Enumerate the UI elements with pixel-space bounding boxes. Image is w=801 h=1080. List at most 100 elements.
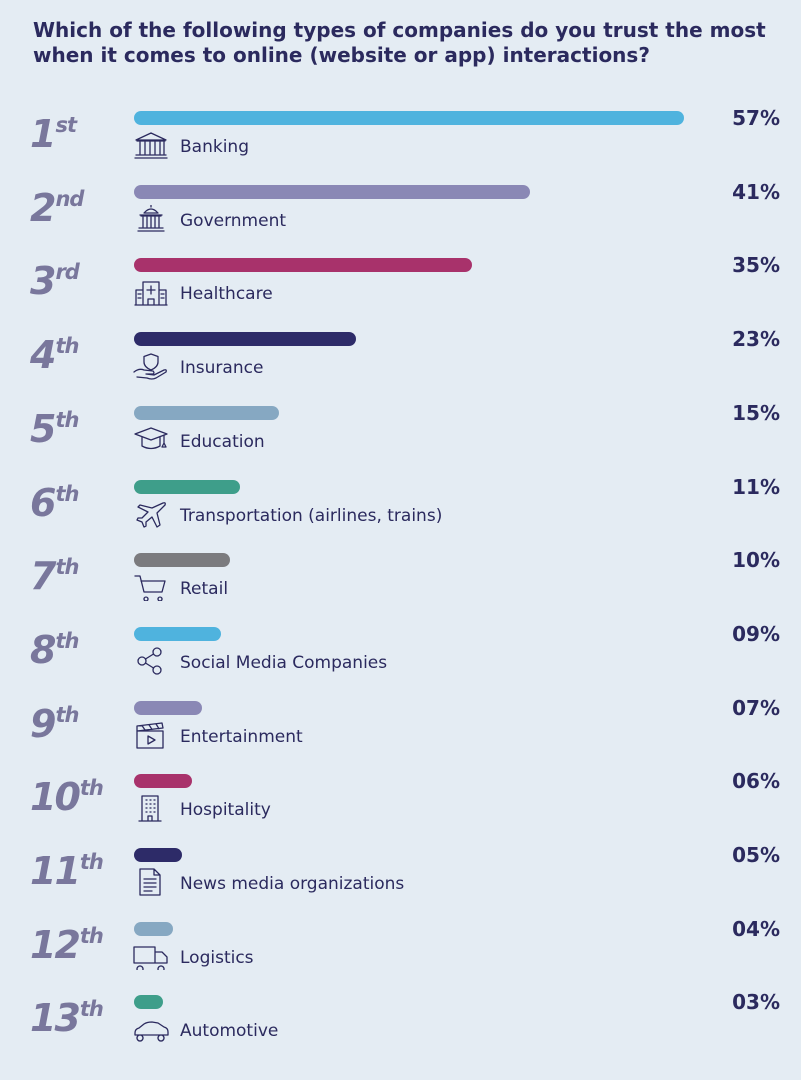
category-label: Insurance <box>180 358 264 379</box>
bar <box>134 626 221 641</box>
chart-row: 8th 09% Social Media Companies <box>0 622 801 701</box>
rank-label: 1st <box>30 103 130 156</box>
rank-suffix: th <box>79 923 104 948</box>
airplane-icon <box>133 500 169 528</box>
category-label: Education <box>180 431 265 452</box>
category-label: Transportation (airlines, trains) <box>180 505 443 526</box>
rank-suffix: th <box>55 481 79 506</box>
rank-suffix: th <box>55 407 79 432</box>
rank-suffix: th <box>55 628 79 653</box>
chart-row: 9th 07% Entertainment <box>0 696 801 775</box>
category-label: Government <box>180 210 287 231</box>
rank-label: 10th <box>30 766 130 819</box>
category-label: Entertainment <box>180 726 303 747</box>
value-label: 41% <box>732 179 780 204</box>
government-building-icon <box>133 204 169 233</box>
category-label: Automotive <box>180 1021 279 1042</box>
value-label: 57% <box>732 106 780 130</box>
rank-suffix: rd <box>55 260 79 285</box>
value-label: 11% <box>732 474 780 499</box>
value-label: 05% <box>732 843 780 867</box>
rank-suffix: th <box>79 850 104 874</box>
chart-row: 4th 23% Insurance <box>0 327 801 406</box>
chart-row: 6th 11% Transportation (airlines, trains) <box>0 475 801 554</box>
bar <box>134 774 192 789</box>
rank-number: 10 <box>30 775 81 820</box>
rank-label: 8th <box>30 619 130 672</box>
bar <box>134 479 241 494</box>
shopping-cart-icon <box>133 573 169 602</box>
category-label: Hospitality <box>180 800 271 821</box>
chart-row: 5th 15% Education <box>0 401 801 480</box>
category-label: Logistics <box>180 947 254 968</box>
bar <box>134 700 202 715</box>
rank-number: 6 <box>30 480 56 525</box>
value-label: 07% <box>732 695 780 720</box>
clapperboard-icon <box>133 721 169 749</box>
graduation-cap-icon <box>133 426 169 454</box>
chart-title: Which of the following types of companie… <box>33 18 766 67</box>
rank-suffix: th <box>55 702 79 727</box>
hotel-building-icon <box>133 794 169 822</box>
rank-label: 7th <box>30 545 130 598</box>
chart-row: 11th 05% News media organizations <box>0 843 801 922</box>
chart-row: 1st 57% Banking <box>0 106 801 185</box>
rank-number: 13 <box>30 996 81 1041</box>
chart-row: 13th 03% Automotive <box>0 990 801 1069</box>
rank-number: 11 <box>30 849 81 893</box>
value-label: 15% <box>732 400 780 425</box>
category-label: Retail <box>180 579 229 600</box>
rank-label: 6th <box>30 472 130 525</box>
category-label: Social Media Companies <box>180 652 388 673</box>
document-icon <box>133 868 169 896</box>
rank-suffix: st <box>55 113 77 137</box>
hospital-icon <box>133 278 169 307</box>
chart-row: 7th 10% Retail <box>0 548 801 627</box>
bar <box>134 332 356 347</box>
rank-number: 9 <box>30 701 56 746</box>
rank-suffix: th <box>55 555 79 580</box>
rank-number: 2 <box>30 185 56 230</box>
rank-suffix: th <box>55 334 79 359</box>
bar <box>134 111 684 125</box>
bar <box>134 184 530 199</box>
rank-suffix: th <box>79 997 104 1022</box>
value-label: 35% <box>732 253 780 278</box>
bar <box>134 995 163 1010</box>
rank-suffix: nd <box>55 186 84 211</box>
value-label: 06% <box>732 769 780 794</box>
bar <box>134 921 173 936</box>
category-label: Healthcare <box>180 284 273 305</box>
rank-number: 7 <box>30 554 56 599</box>
rank-label: 5th <box>30 398 130 451</box>
car-icon <box>133 1015 169 1043</box>
rank-label: 12th <box>30 914 130 967</box>
value-label: 10% <box>732 548 780 573</box>
bar <box>134 848 183 862</box>
rank-label: 3rd <box>30 250 130 303</box>
rank-label: 11th <box>30 840 130 893</box>
chart-row: 3rd 35% Healthcare <box>0 253 801 332</box>
category-label: News media organizations <box>180 874 405 894</box>
bar <box>134 553 231 568</box>
bar <box>134 405 279 420</box>
rank-suffix: th <box>79 776 104 801</box>
value-label: 09% <box>732 621 780 646</box>
rank-number: 1 <box>30 112 56 156</box>
chart-row: 2nd 41% Government <box>0 180 801 259</box>
truck-icon <box>133 942 169 970</box>
rank-number: 4 <box>30 333 56 378</box>
chart-row: 10th 06% Hospitality <box>0 769 801 848</box>
chart-row: 12th 04% Logistics <box>0 917 801 996</box>
value-label: 04% <box>732 916 780 941</box>
bar <box>134 258 472 273</box>
rank-number: 5 <box>30 406 56 451</box>
rank-number: 3 <box>30 259 56 304</box>
insurance-shield-hand-icon <box>133 352 169 380</box>
rank-number: 8 <box>30 627 56 672</box>
value-label: 23% <box>732 327 780 352</box>
rank-number: 12 <box>30 922 81 967</box>
rank-label: 4th <box>30 324 130 377</box>
bank-icon <box>133 131 169 159</box>
rank-label: 2nd <box>30 177 130 230</box>
